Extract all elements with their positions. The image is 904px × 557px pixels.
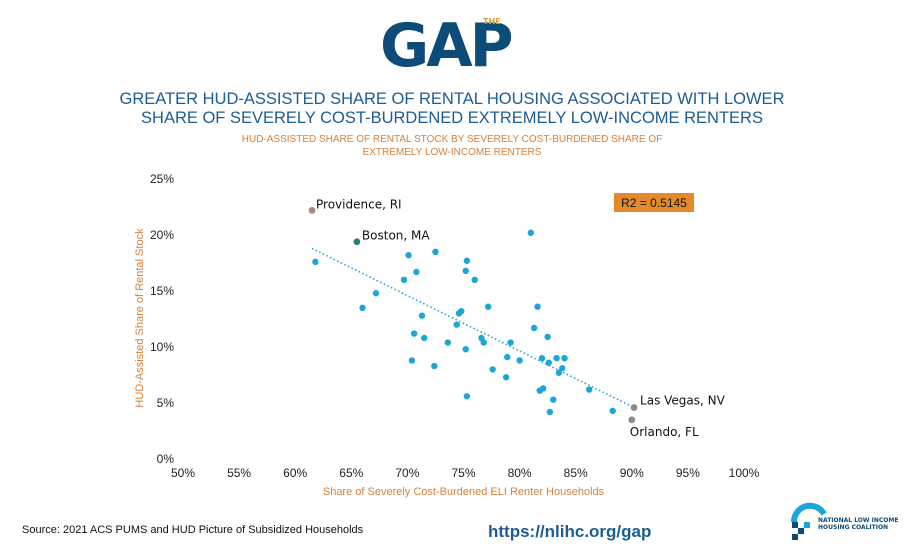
data-point <box>480 339 487 346</box>
data-point <box>530 324 538 332</box>
data-point <box>585 386 593 393</box>
x-tick-label: 65% <box>339 466 363 480</box>
data-point <box>544 333 551 341</box>
data-point <box>550 396 557 403</box>
chart-title: GREATER HUD-ASSISTED SHARE OF RENTAL HOU… <box>100 90 804 128</box>
data-point <box>507 339 514 346</box>
data-point <box>553 355 560 362</box>
data-point <box>546 408 554 416</box>
labeled-point <box>630 404 638 411</box>
data-point <box>400 276 408 283</box>
y-tick-label: 5% <box>157 396 175 410</box>
x-tick-label: 55% <box>227 466 251 480</box>
chart-subtitle-line2: EXTREMELY LOW-INCOME RENTERS <box>362 147 542 158</box>
trend-line <box>311 247 635 409</box>
y-tick-label: 0% <box>157 452 175 466</box>
labeled-point <box>628 416 636 424</box>
data-point <box>432 248 439 255</box>
data-point <box>462 346 469 353</box>
point-label: Providence, RI <box>316 197 402 211</box>
nlihc-logo-icon <box>790 502 827 540</box>
data-point <box>538 355 546 362</box>
data-point <box>555 369 563 376</box>
data-point <box>516 357 523 364</box>
point-label: Boston, MA <box>362 229 430 243</box>
nlihc-line1: NATIONAL LOW INCOME <box>818 517 899 524</box>
data-point <box>559 365 566 372</box>
data-point <box>372 290 380 297</box>
data-point <box>408 357 416 364</box>
nlihc-logo-text: NATIONAL LOW INCOME HOUSING COALITION <box>818 517 898 531</box>
data-point <box>489 366 496 373</box>
gap-logo: GAP THE <box>380 14 530 78</box>
x-tick-label: 95% <box>676 466 700 480</box>
point-label: Orlando, FL <box>630 425 699 439</box>
data-point <box>421 334 428 342</box>
data-point <box>463 257 471 264</box>
data-point <box>504 353 511 361</box>
data-point <box>431 362 438 370</box>
chart-subtitle-line1: HUD-ASSISTED SHARE OF RENTAL STOCK BY SE… <box>241 134 663 145</box>
data-point <box>534 303 541 310</box>
labeled-point <box>353 238 361 246</box>
data-point <box>484 303 492 310</box>
x-tick-label: 75% <box>451 466 475 480</box>
data-point <box>312 258 319 266</box>
nlihc-logo: NATIONAL LOW INCOME HOUSING COALITION <box>788 500 900 544</box>
x-tick-label: 85% <box>564 466 588 480</box>
x-tick-label: 50% <box>171 466 195 480</box>
x-axis-label: Share of Severely Cost-Burdened ELI Rent… <box>323 486 605 498</box>
data-point <box>545 359 552 366</box>
data-point <box>444 339 451 346</box>
data-point <box>463 393 471 400</box>
x-tick-label: 90% <box>620 466 644 480</box>
x-tick-label: 70% <box>395 466 419 480</box>
data-point <box>561 355 568 362</box>
data-point <box>410 330 418 337</box>
gap-logo-text: GAP <box>380 11 514 81</box>
point-label: Las Vegas, NV <box>640 393 726 407</box>
gap-url-link[interactable]: https://nlihc.org/gap <box>488 522 652 541</box>
data-point <box>359 304 366 311</box>
chart-title-line2: SHARE OF SEVERELY COST-BURDENED EXTREMEL… <box>141 109 763 127</box>
data-point <box>453 321 460 328</box>
y-tick-label: 10% <box>150 340 174 354</box>
data-point <box>539 385 547 392</box>
data-point <box>462 267 469 275</box>
data-point <box>413 268 420 276</box>
gap-logo-the: THE <box>483 17 501 26</box>
data-point <box>502 374 510 381</box>
x-tick-label: 60% <box>283 466 307 480</box>
y-axis-label: HUD-Assisted Share of Rental Stock <box>134 228 146 408</box>
r2-label: R2 = 0.5145 <box>621 196 687 210</box>
chart-title-line1: GREATER HUD-ASSISTED SHARE OF RENTAL HOU… <box>119 90 785 108</box>
data-point <box>418 312 426 319</box>
data-point <box>609 407 616 415</box>
data-point <box>458 307 465 315</box>
x-tick-label: 80% <box>508 466 532 480</box>
chart-subtitle: HUD-ASSISTED SHARE OF RENTAL STOCK BY SE… <box>200 133 704 159</box>
y-tick-label: 25% <box>150 172 174 186</box>
labeled-point <box>308 206 316 214</box>
source-note: Source: 2021 ACS PUMS and HUD Picture of… <box>22 524 364 536</box>
data-point <box>405 251 412 259</box>
nlihc-line2: HOUSING COALITION <box>818 524 889 531</box>
y-tick-label: 15% <box>150 284 174 298</box>
r2-box <box>614 193 694 212</box>
data-point <box>471 276 478 283</box>
data-point <box>527 229 535 236</box>
y-tick-label: 20% <box>150 228 174 242</box>
x-tick-label: 100% <box>729 466 760 480</box>
